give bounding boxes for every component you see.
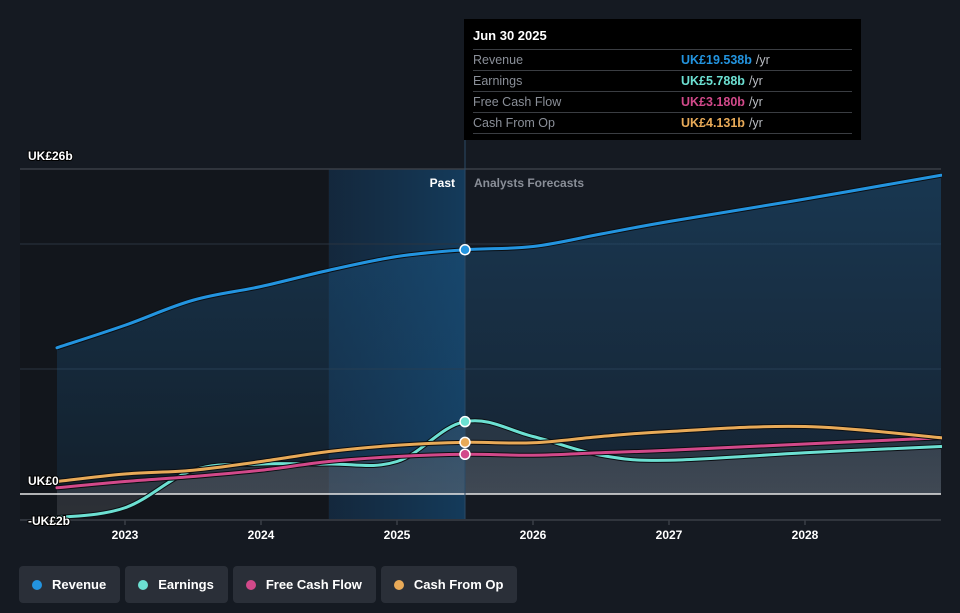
legend: Revenue Earnings Free Cash Flow Cash Fro… <box>19 566 518 603</box>
legend-label: Earnings <box>158 577 214 592</box>
legend-item-free-cash-flow[interactable]: Free Cash Flow <box>232 566 376 603</box>
area-revenue <box>57 175 941 494</box>
tooltip-date: Jun 30 2025 <box>473 27 852 50</box>
x-tick-label: 2025 <box>384 528 411 542</box>
x-tick-label: 2027 <box>656 528 683 542</box>
legend-label: Free Cash Flow <box>265 577 362 592</box>
tooltip-label: Revenue <box>473 53 524 67</box>
point-cash-from-op[interactable] <box>459 436 471 449</box>
legend-item-revenue[interactable]: Revenue <box>19 566 121 603</box>
point-earnings[interactable] <box>459 415 471 428</box>
tooltip-label: Free Cash Flow <box>473 95 562 109</box>
tooltip-unit: /yr <box>748 95 763 109</box>
forecast-label: Analysts Forecasts <box>474 176 584 190</box>
dot-icon <box>138 579 149 590</box>
legend-item-earnings[interactable]: Earnings <box>125 566 228 603</box>
legend-label: Cash From Op <box>413 577 504 592</box>
tooltip-label: Earnings <box>473 74 523 88</box>
y-tick-label: UK£26b <box>28 149 73 163</box>
x-tick-label: 2023 <box>112 528 139 542</box>
x-tick-label: 2026 <box>520 528 547 542</box>
tooltip-row-earnings: Earnings UK£5.788b /yr <box>473 72 852 92</box>
x-tick-label: 2028 <box>792 528 819 542</box>
tooltip-value: UK£19.538b <box>681 53 752 67</box>
dot-icon <box>32 579 42 590</box>
line-revenue <box>55 173 942 350</box>
tooltip-unit: /yr <box>748 74 763 88</box>
legend-item-cash-from-op[interactable]: Cash From Op <box>380 566 518 603</box>
y-tick-label: -UK£2b <box>28 514 70 528</box>
tooltip-value: UK£5.788b <box>681 74 745 88</box>
past-label: Past <box>430 176 455 190</box>
tooltip-row-revenue: Revenue UK£19.538b /yr <box>473 51 852 71</box>
tooltip-value: UK£3.180b <box>681 95 745 109</box>
point-revenue[interactable] <box>459 244 471 256</box>
tooltip-label: Cash From Op <box>473 116 555 130</box>
tooltip: Jun 30 2025 Revenue UK£19.538b /yr Earni… <box>464 19 861 140</box>
tooltip-row-cash-from-op: Cash From Op UK£4.131b /yr <box>473 114 852 134</box>
line-free-cash-flow <box>55 436 942 490</box>
line-cash-from-op <box>55 424 942 483</box>
tooltip-unit: /yr <box>755 53 770 67</box>
area-free-cash-flow <box>57 437 941 494</box>
x-tick-label: 2024 <box>248 528 275 542</box>
point-free-cash-flow[interactable] <box>459 448 471 460</box>
tooltip-value: UK£4.131b <box>681 116 745 130</box>
dot-icon <box>245 579 256 590</box>
tooltip-row-free-cash-flow: Free Cash Flow UK£3.180b /yr <box>473 93 852 113</box>
dot-icon <box>393 579 404 590</box>
tooltip-unit: /yr <box>748 116 763 130</box>
legend-label: Revenue <box>52 577 107 592</box>
y-tick-label: UK£0 <box>28 474 59 488</box>
